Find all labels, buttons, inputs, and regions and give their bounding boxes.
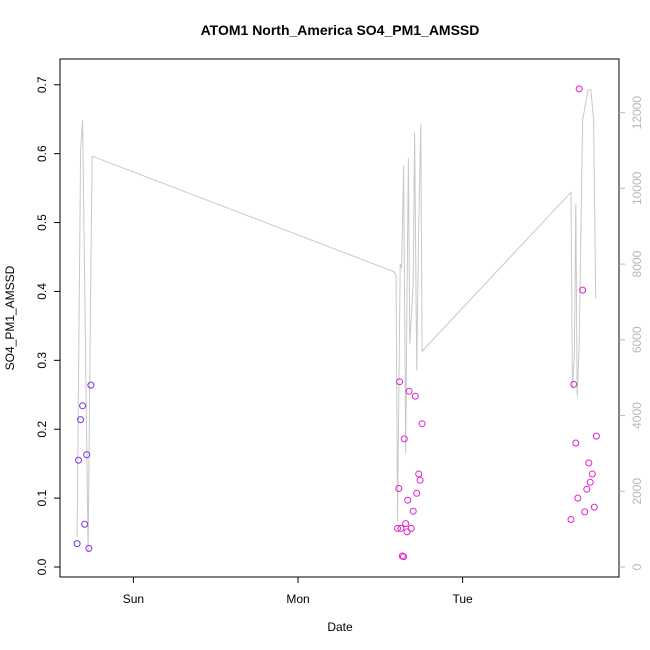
- y-tick-label: 0.1: [35, 489, 49, 506]
- plot-frame: [59, 58, 620, 578]
- x-tick-label: Sun: [123, 592, 144, 606]
- data-point: [413, 489, 421, 497]
- data-point: [400, 553, 408, 561]
- x-tick-label: Tue: [453, 592, 474, 606]
- y-tick-label: 0.7: [35, 76, 49, 93]
- data-point: [403, 528, 411, 536]
- y2-tick-label: 0: [630, 563, 644, 570]
- data-point: [416, 476, 424, 484]
- y-tick-label: 0.6: [35, 145, 49, 162]
- data-point: [85, 544, 93, 552]
- data-point: [400, 435, 408, 443]
- data-point: [415, 470, 423, 478]
- data-point: [77, 416, 85, 424]
- points-layer: [73, 85, 600, 561]
- data-point: [592, 432, 600, 440]
- data-point: [583, 485, 591, 493]
- data-point: [411, 392, 419, 400]
- data-point: [581, 508, 589, 516]
- data-point: [83, 451, 91, 459]
- data-point: [79, 402, 87, 410]
- data-point: [588, 470, 596, 478]
- data-point: [418, 420, 426, 428]
- data-point: [579, 286, 587, 294]
- data-point: [572, 439, 580, 447]
- data-point: [81, 520, 89, 528]
- data-point: [402, 520, 410, 528]
- data-point: [75, 456, 82, 464]
- data-point: [575, 85, 583, 93]
- y-tick-label: 0.0: [35, 558, 49, 575]
- y-tick-label: 0.2: [35, 421, 49, 438]
- data-point: [407, 524, 415, 532]
- y2-tick-label: 4000: [630, 402, 644, 429]
- data-point: [404, 496, 412, 504]
- data-point: [586, 478, 594, 486]
- data-point: [395, 485, 403, 492]
- y2-tick-label: 2000: [630, 478, 644, 505]
- y-tick-label: 0.4: [35, 283, 49, 300]
- y2-tick-label: 10000: [630, 171, 644, 205]
- data-point: [409, 507, 417, 515]
- y2-tick-label: 12000: [630, 96, 644, 130]
- y-tick-label: 0.3: [35, 352, 49, 369]
- data-point: [570, 380, 578, 388]
- data-point: [567, 516, 575, 523]
- data-point: [396, 378, 403, 386]
- y-axis-label: SO4_PM1_AMSSD: [3, 265, 17, 370]
- x-axis-label: Date: [327, 620, 353, 634]
- data-point: [73, 540, 81, 548]
- data-point: [394, 524, 401, 532]
- y2-tick-label: 8000: [630, 250, 644, 277]
- secondary-line-series: [76, 89, 597, 552]
- data-point: [574, 494, 582, 502]
- y-tick-label: 0.5: [35, 214, 49, 231]
- data-point: [590, 503, 598, 511]
- y2-tick-label: 6000: [630, 326, 644, 353]
- data-point: [87, 381, 95, 389]
- secondary-line-layer: [76, 89, 597, 552]
- chart-title: ATOM1 North_America SO4_PM1_AMSSD: [201, 22, 480, 38]
- axes-layer: 0.0 0.1 0.2 0.3 0.4 0.5 0.6 0.7 0 2000 4000 6000 800…: [35, 76, 644, 606]
- data-point: [585, 459, 593, 467]
- data-point: [397, 524, 405, 532]
- x-tick-label: Mon: [286, 592, 309, 606]
- data-point: [405, 387, 413, 395]
